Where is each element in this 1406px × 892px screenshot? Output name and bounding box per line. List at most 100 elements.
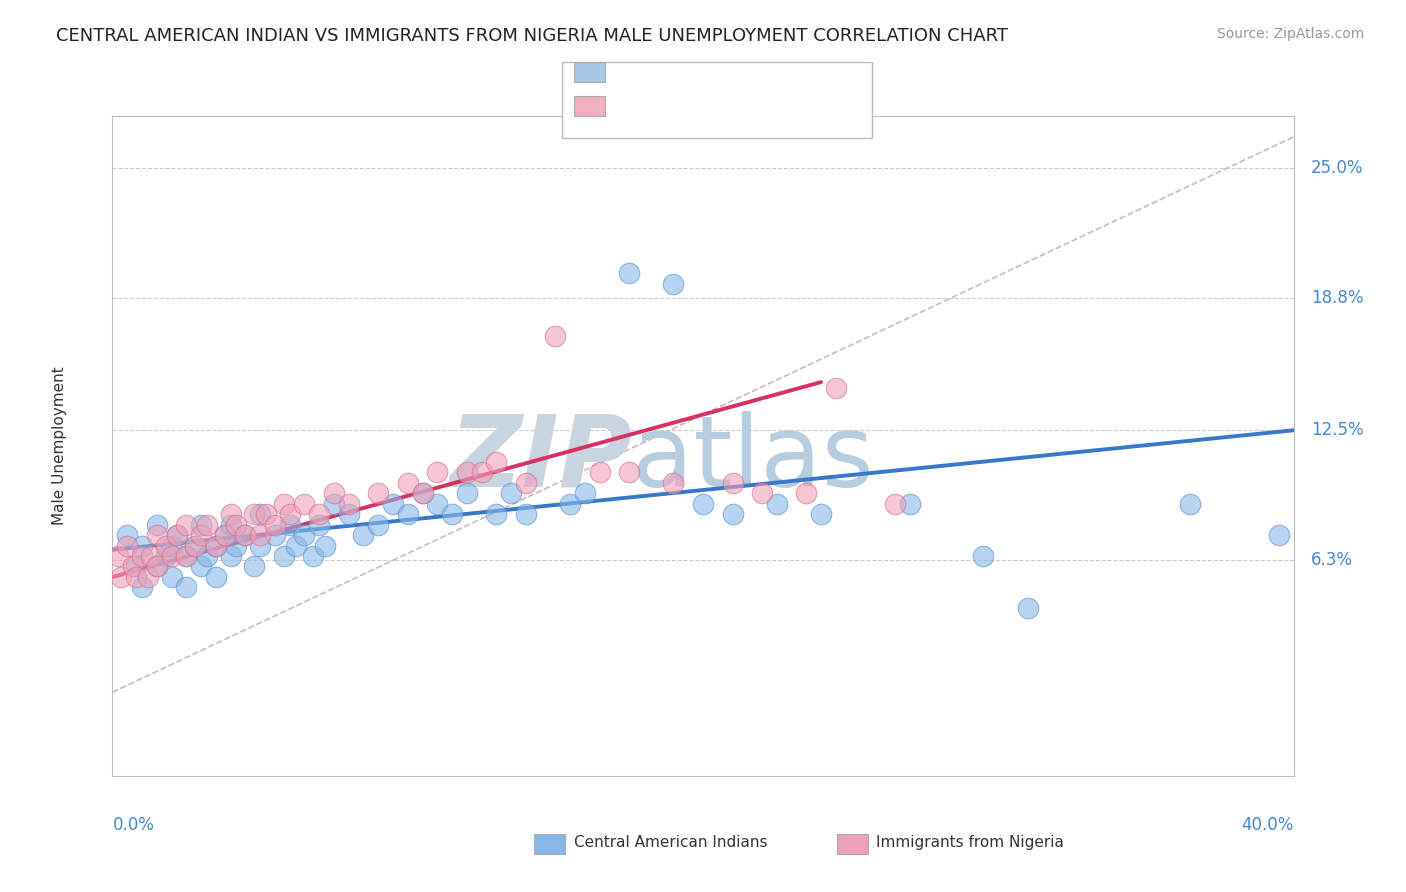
Point	[352, 528, 374, 542]
Text: R = 0.262   N = 60: R = 0.262 N = 60	[612, 63, 796, 81]
Point	[367, 517, 389, 532]
Text: ZIP: ZIP	[449, 410, 633, 508]
Point	[721, 507, 744, 521]
Point	[160, 570, 183, 584]
Point	[278, 517, 301, 532]
Point	[205, 570, 228, 584]
Point	[146, 559, 169, 574]
Point	[515, 475, 537, 490]
Point	[184, 539, 207, 553]
Point	[155, 539, 177, 553]
Point	[1017, 601, 1039, 615]
Point	[264, 528, 287, 542]
Point	[243, 559, 266, 574]
Text: R = 0.571   N = 50: R = 0.571 N = 50	[612, 97, 796, 115]
Point	[249, 507, 271, 521]
Point	[662, 277, 685, 291]
Point	[155, 549, 177, 563]
Point	[751, 486, 773, 500]
Point	[721, 475, 744, 490]
Point	[110, 570, 132, 584]
Point	[249, 528, 271, 542]
Point	[249, 539, 271, 553]
Point	[824, 381, 846, 395]
Text: 40.0%: 40.0%	[1241, 815, 1294, 834]
Point	[337, 507, 360, 521]
Point	[766, 497, 789, 511]
Point	[485, 455, 508, 469]
Point	[131, 539, 153, 553]
Point	[558, 497, 582, 511]
Point	[411, 486, 433, 500]
Point	[544, 329, 567, 343]
Point	[367, 486, 389, 500]
Point	[190, 559, 212, 574]
Point	[1178, 497, 1201, 511]
Point	[796, 486, 818, 500]
Point	[225, 517, 247, 532]
Point	[233, 528, 256, 542]
Text: 12.5%: 12.5%	[1312, 421, 1364, 439]
Point	[411, 486, 433, 500]
Point	[195, 517, 218, 532]
Point	[456, 465, 478, 479]
Point	[146, 528, 169, 542]
Point	[308, 507, 330, 521]
Text: Male Unemployment: Male Unemployment	[52, 367, 67, 525]
Text: atlas: atlas	[633, 410, 873, 508]
Point	[396, 475, 419, 490]
Point	[662, 475, 685, 490]
Text: Source: ZipAtlas.com: Source: ZipAtlas.com	[1216, 27, 1364, 41]
Point	[136, 570, 159, 584]
Point	[426, 497, 449, 511]
Point	[884, 497, 907, 511]
Point	[190, 517, 212, 532]
Text: 25.0%: 25.0%	[1312, 160, 1364, 178]
Point	[456, 486, 478, 500]
Point	[225, 539, 247, 553]
Point	[131, 581, 153, 595]
Point	[292, 528, 315, 542]
Point	[219, 549, 242, 563]
Point	[160, 549, 183, 563]
Point	[323, 497, 346, 511]
Point	[337, 497, 360, 511]
Point	[501, 486, 523, 500]
Point	[485, 507, 508, 521]
Point	[382, 497, 405, 511]
Point	[1268, 528, 1291, 542]
Point	[166, 528, 188, 542]
Point	[314, 539, 336, 553]
Point	[278, 507, 301, 521]
Point	[233, 528, 256, 542]
Point	[160, 539, 183, 553]
Point	[107, 549, 129, 563]
Point	[441, 507, 464, 521]
Point	[214, 528, 236, 542]
Point	[515, 507, 537, 521]
Point	[898, 497, 921, 511]
Point	[692, 497, 714, 511]
Point	[184, 539, 207, 553]
Point	[588, 465, 610, 479]
Point	[139, 549, 162, 563]
Point	[174, 581, 197, 595]
Point	[619, 266, 641, 280]
Point	[470, 465, 494, 479]
Point	[574, 486, 596, 500]
Point	[284, 539, 307, 553]
Text: Central American Indians: Central American Indians	[574, 836, 768, 850]
Point	[214, 528, 236, 542]
Point	[117, 528, 138, 542]
Point	[131, 549, 153, 563]
Point	[174, 549, 197, 563]
Text: 0.0%: 0.0%	[112, 815, 155, 834]
Point	[146, 517, 169, 532]
Point	[125, 559, 148, 574]
Point	[619, 465, 641, 479]
Point	[174, 549, 197, 563]
Point	[308, 517, 330, 532]
Point	[205, 539, 228, 553]
Point	[273, 497, 295, 511]
Point	[973, 549, 995, 563]
